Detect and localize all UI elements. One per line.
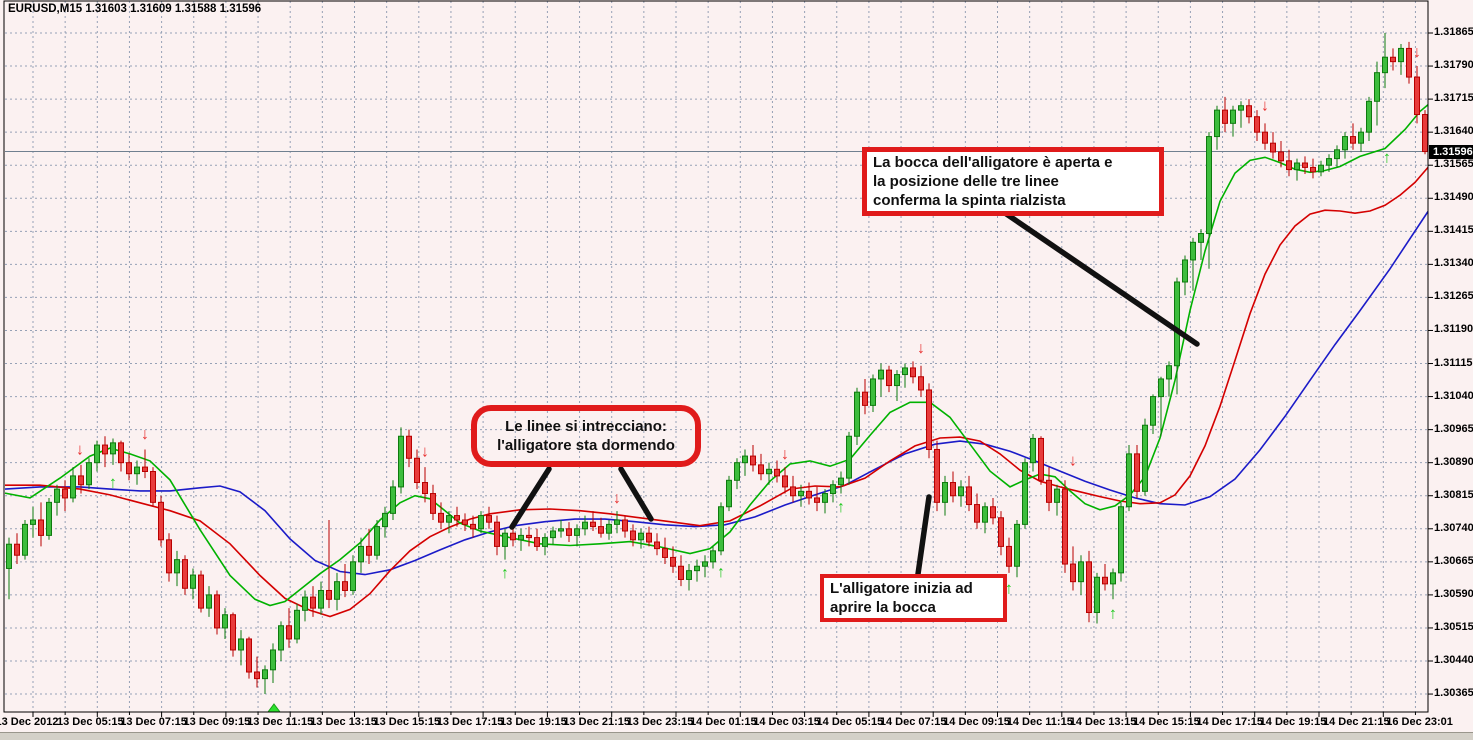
signal-arrows-layer: ↓ ↓ ↓ ↓ ↓ ↓ ↓ ↓ ↓ ↑ ↑ ↑ ↑ ↑ ↑ ↑ bbox=[76, 44, 1421, 713]
time-axis-label: 14 Dec 11:15 bbox=[1006, 716, 1073, 728]
time-axis-label: 13 Dec 13:15 bbox=[310, 716, 377, 728]
annotation-alligator-sleeping: Le linee si intrecciano: l'alligatore st… bbox=[471, 405, 701, 467]
time-axis-label: 13 Dec 09:15 bbox=[183, 716, 251, 728]
price-axis-label: 1.31415 bbox=[1434, 224, 1473, 237]
time-axis-label: 14 Dec 19:15 bbox=[1259, 716, 1327, 728]
time-axis-label: 14 Dec 15:15 bbox=[1133, 716, 1200, 728]
time-axis-label: 13 Dec 07:15 bbox=[120, 716, 187, 728]
current-price-tag: 1.31596 bbox=[1429, 144, 1473, 159]
price-axis-label: 1.31340 bbox=[1434, 257, 1473, 270]
time-axis-label: 14 Dec 03:15 bbox=[753, 716, 820, 728]
price-axis-label: 1.31715 bbox=[1434, 92, 1473, 105]
price-axis-label: 1.31040 bbox=[1434, 389, 1473, 402]
sell-arrow-icon: ↓ bbox=[613, 490, 621, 507]
price-axis-label: 1.30815 bbox=[1434, 488, 1473, 501]
time-axis-label: 13 Dec 19:15 bbox=[500, 716, 567, 728]
price-axis-label: 1.31640 bbox=[1434, 125, 1473, 138]
alligator-teeth-line bbox=[5, 166, 1429, 618]
buy-arrow-icon: ↑ bbox=[501, 565, 509, 582]
sell-arrow-icon: ↓ bbox=[76, 441, 84, 458]
window-bottom-strip bbox=[0, 732, 1473, 740]
price-axis-label: 1.30590 bbox=[1434, 587, 1473, 600]
price-axis-label: 1.31865 bbox=[1434, 26, 1473, 38]
time-axis-label: 13 Dec 11:15 bbox=[247, 716, 314, 728]
buy-arrow-icon: ↑ bbox=[1005, 580, 1013, 597]
time-axis-label: 13 Dec 05:15 bbox=[56, 716, 124, 728]
time-axis-label: 14 Dec 09:15 bbox=[943, 716, 1010, 728]
time-axis-label: 14 Dec 17:15 bbox=[1196, 716, 1264, 728]
time-axis-label: 13 Dec 23:15 bbox=[626, 716, 694, 728]
time-axis-label: 13 Dec 15:15 bbox=[373, 716, 441, 728]
alligator-jaw-line bbox=[4, 211, 1429, 576]
time-axis-label: 16 Dec 23:01 bbox=[1386, 716, 1453, 728]
price-axis-label: 1.31790 bbox=[1434, 59, 1473, 72]
sell-arrow-icon: ↓ bbox=[917, 340, 925, 357]
time-axis-label: 13 Dec 17:15 bbox=[436, 716, 504, 728]
time-axis-label: 14 Dec 05:15 bbox=[816, 716, 884, 728]
sell-arrow-icon: ↓ bbox=[141, 426, 149, 443]
alligator-lips-line bbox=[4, 104, 1429, 607]
time-axis-label: 14 Dec 21:15 bbox=[1322, 716, 1390, 728]
chart-title-ohlc-readout: EURUSD,M15 1.31603 1.31609 1.31588 1.315… bbox=[8, 3, 262, 15]
plot-frame bbox=[3, 0, 1429, 713]
price-axis-label: 1.31490 bbox=[1434, 191, 1473, 204]
candles-layer bbox=[6, 33, 1428, 695]
sell-arrow-icon: ↓ bbox=[1069, 452, 1077, 469]
price-axis-label: 1.30965 bbox=[1434, 422, 1473, 435]
annotation-alligator-opening: L'alligatore inizia ad aprire la bocca bbox=[820, 574, 1007, 622]
buy-arrow-icon: ↑ bbox=[1383, 150, 1391, 167]
grid-layer bbox=[5, 1, 1433, 717]
time-axis-label: 14 Dec 13:15 bbox=[1069, 716, 1137, 728]
price-axis-label: 1.31565 bbox=[1434, 158, 1473, 171]
price-axis-label: 1.30665 bbox=[1434, 554, 1473, 567]
annotation-mouth-open: La bocca dell'alligatore è aperta e la p… bbox=[862, 147, 1164, 216]
buy-arrow-icon: ↑ bbox=[717, 564, 725, 581]
time-axis-label: 13 Dec 21:15 bbox=[563, 716, 631, 728]
buy-arrow-icon: ↑ bbox=[1109, 605, 1117, 622]
price-axis-label: 1.30365 bbox=[1434, 687, 1473, 700]
sell-arrow-icon: ↓ bbox=[1261, 98, 1269, 115]
price-axis-label: 1.31190 bbox=[1434, 323, 1473, 336]
price-axis-label: 1.30740 bbox=[1434, 521, 1473, 534]
time-axis-label: 14 Dec 07:15 bbox=[879, 716, 947, 728]
sell-arrow-icon: ↓ bbox=[781, 446, 789, 463]
price-axis-label: 1.30515 bbox=[1434, 620, 1473, 633]
sell-arrow-icon: ↓ bbox=[421, 444, 429, 461]
time-axis-label: 13 Dec 2012 bbox=[0, 716, 59, 728]
sell-arrow-icon: ↓ bbox=[1413, 44, 1421, 61]
price-axis-label: 1.30440 bbox=[1434, 653, 1473, 666]
annotation-pointers-layer bbox=[509, 208, 1200, 577]
buy-arrow-icon: ↑ bbox=[109, 475, 117, 492]
price-axis-label: 1.30890 bbox=[1434, 455, 1473, 468]
price-axis-label: 1.31265 bbox=[1434, 290, 1473, 303]
buy-arrow-icon: ↑ bbox=[837, 499, 845, 516]
alligator-lines-layer bbox=[4, 104, 1429, 618]
price-axis-label: 1.31115 bbox=[1434, 356, 1473, 369]
time-axis-label: 14 Dec 01:15 bbox=[689, 716, 757, 728]
